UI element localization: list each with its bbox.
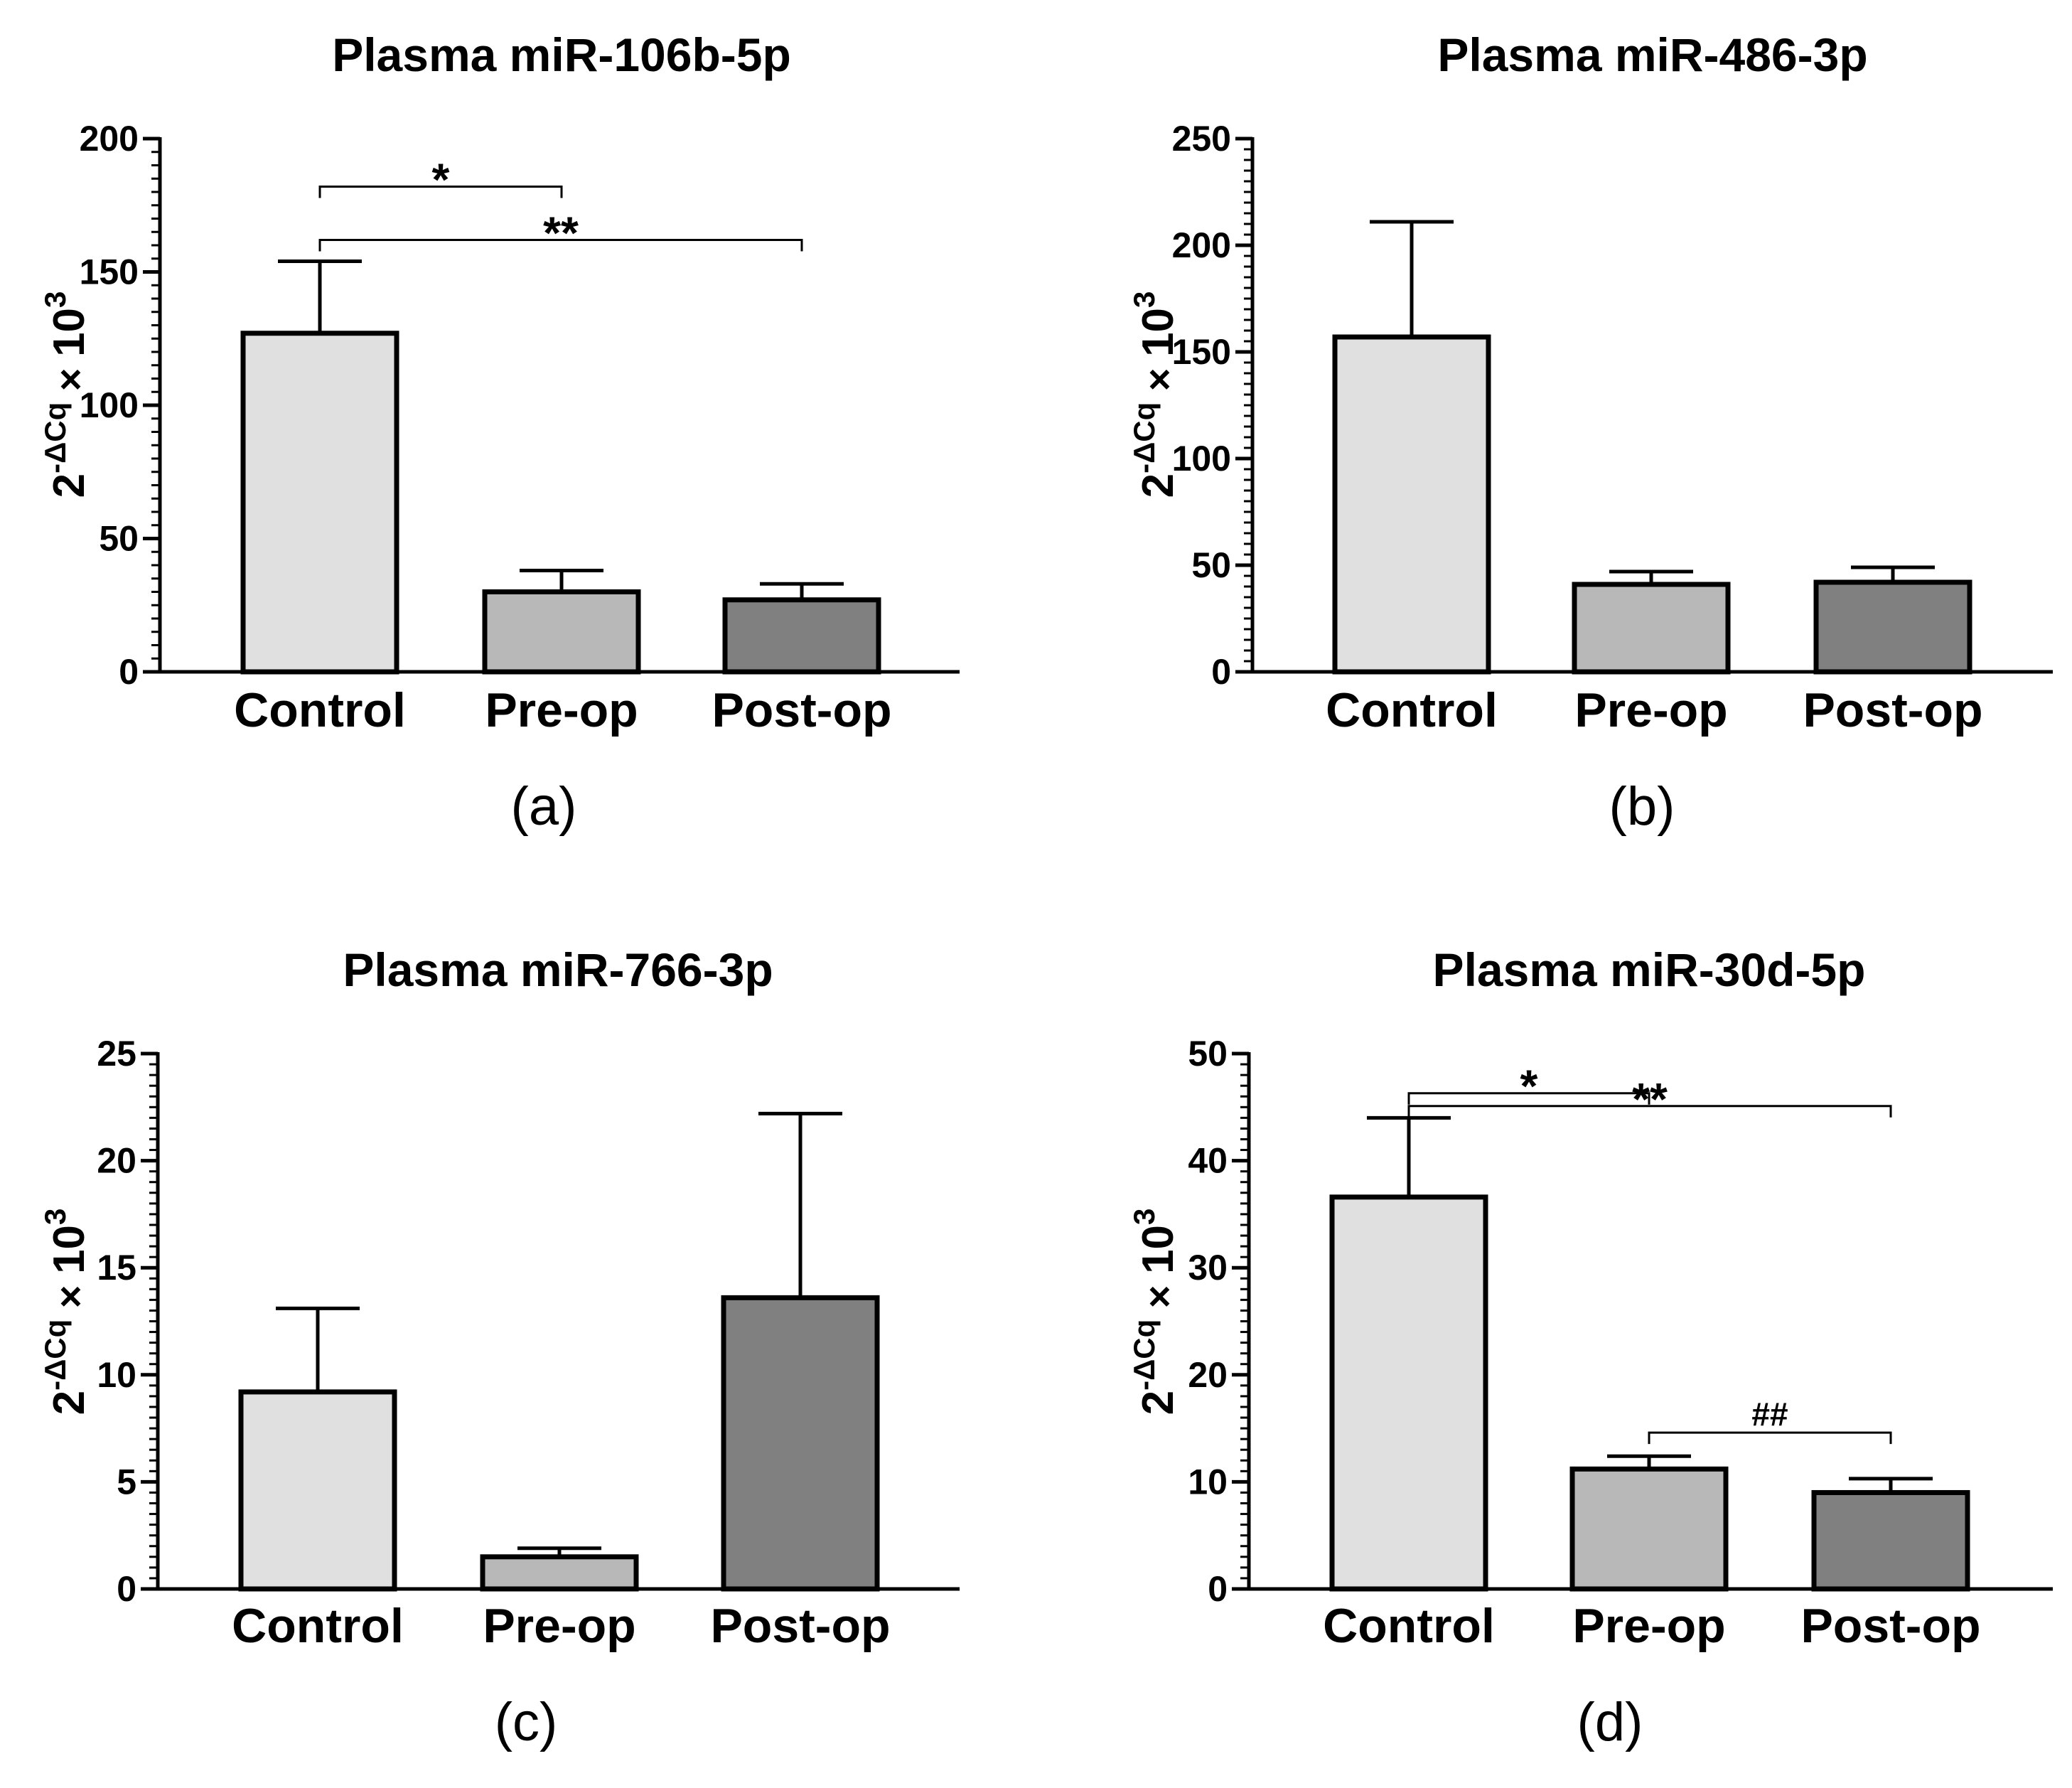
y-tick-label: 50 xyxy=(1191,545,1231,585)
bar-pre-op xyxy=(482,589,641,675)
panel-label: (a) xyxy=(511,776,577,837)
y-axis-label-sup: -ΔCq xyxy=(38,1319,72,1391)
y-axis-label-mult: 10 xyxy=(1134,308,1183,357)
y-axis-label-mult-sup: 3 xyxy=(1127,291,1161,308)
x-category-label: Post-op xyxy=(1800,1599,1980,1653)
chart-panel-1: Plasma miR-106b-5p (a) 0 50 100 150 200 2-ΔCq ×… xyxy=(38,28,960,837)
x-category-label: Pre-op xyxy=(485,683,638,737)
y-tick-label: 10 xyxy=(97,1355,136,1395)
x-category-label: Pre-op xyxy=(1572,1599,1725,1653)
y-axis-label-base: 2 xyxy=(45,473,94,498)
bar-control xyxy=(1329,1194,1488,1592)
bar-control xyxy=(240,331,399,675)
chart-title: Plasma miR-106b-5p xyxy=(332,28,791,81)
y-axis-label-base: 2 xyxy=(45,1391,94,1415)
y-tick-label: 0 xyxy=(1208,1569,1228,1609)
y-tick-label: 0 xyxy=(119,652,139,692)
chart-title: Plasma miR-486-3p xyxy=(1437,28,1867,81)
bar-pre-op xyxy=(1572,582,1731,675)
chart-panel-4: Plasma miR-30d-5p (d) 0 10 20 30 40 50 2-ΔCq × 1… xyxy=(1127,943,2053,1752)
significance-label: * xyxy=(1520,1061,1538,1112)
y-axis-label-mid: × xyxy=(48,357,92,402)
bar-control xyxy=(238,1389,397,1592)
significance-bracket xyxy=(1648,1431,1892,1445)
y-axis-label-mid: × xyxy=(1137,1274,1181,1319)
y-tick-label: 20 xyxy=(1188,1355,1228,1395)
significance-bracket xyxy=(318,239,803,252)
chart-title: Plasma miR-30d-5p xyxy=(1433,943,1866,996)
y-tick-label: 0 xyxy=(1211,652,1231,692)
y-axis-label-mult: 10 xyxy=(45,1225,94,1274)
significance-bracket xyxy=(1407,1105,1892,1118)
y-axis-label-mult-sup: 3 xyxy=(1127,1209,1161,1225)
bar-post-op xyxy=(1811,1489,1970,1592)
x-category-label: Pre-op xyxy=(483,1599,635,1653)
y-axis-label-mid: × xyxy=(48,1274,92,1319)
y-axis-label: 2-ΔCq × 103 xyxy=(1127,291,1183,498)
y-axis-label: 2-ΔCq × 103 xyxy=(38,291,94,498)
x-category-label: Control xyxy=(234,683,406,737)
significance-label: ## xyxy=(1751,1396,1788,1433)
y-axis-label-mid: × xyxy=(1137,357,1181,402)
panel-label: (b) xyxy=(1609,776,1675,837)
x-category-label: Control xyxy=(232,1599,404,1653)
y-axis-label-mult: 10 xyxy=(1134,1225,1183,1274)
significance-label: ** xyxy=(543,208,579,259)
x-category-label: Post-op xyxy=(712,683,891,737)
bar-pre-op xyxy=(1569,1466,1729,1592)
chart-title: Plasma miR-766-3p xyxy=(343,943,773,996)
y-tick-label: 100 xyxy=(80,385,139,425)
x-category-label: Post-op xyxy=(1803,683,1982,737)
y-tick-label: 25 xyxy=(97,1034,136,1074)
bar-post-op xyxy=(1813,579,1972,675)
bar-post-op xyxy=(721,1295,880,1592)
y-tick-label: 250 xyxy=(1172,119,1231,159)
significance-label: ** xyxy=(1632,1074,1668,1125)
y-axis-label-sup: -ΔCq xyxy=(1127,1319,1161,1391)
x-category-label: Control xyxy=(1323,1599,1495,1653)
y-tick-label: 150 xyxy=(80,252,139,292)
y-axis-label-sup: -ΔCq xyxy=(38,402,72,473)
y-axis-label-base: 2 xyxy=(1134,473,1183,498)
y-tick-label: 50 xyxy=(99,519,139,559)
x-category-label: Post-op xyxy=(710,1599,890,1653)
y-tick-label: 200 xyxy=(1172,225,1231,265)
y-axis-label-mult-sup: 3 xyxy=(38,291,72,308)
y-tick-label: 40 xyxy=(1188,1141,1228,1181)
y-axis-label-mult: 10 xyxy=(45,308,94,357)
y-axis-label: 2-ΔCq × 103 xyxy=(1127,1209,1183,1415)
x-category-label: Pre-op xyxy=(1574,683,1727,737)
y-tick-label: 0 xyxy=(117,1569,136,1609)
y-axis-label-mult-sup: 3 xyxy=(38,1209,72,1225)
y-axis-label-sup: -ΔCq xyxy=(1127,402,1161,473)
bar-pre-op xyxy=(480,1554,639,1592)
x-category-label: Control xyxy=(1326,683,1498,737)
y-tick-label: 15 xyxy=(97,1248,136,1288)
chart-panel-2: Plasma miR-486-3p (b) 0 50 100 150 200 250 2-ΔCq… xyxy=(1127,28,2053,837)
y-axis-label-base: 2 xyxy=(1134,1391,1183,1415)
significance-bracket xyxy=(318,186,563,198)
y-tick-label: 5 xyxy=(117,1462,136,1501)
y-tick-label: 50 xyxy=(1188,1034,1228,1074)
y-tick-label: 20 xyxy=(97,1141,136,1181)
y-axis-label: 2-ΔCq × 103 xyxy=(38,1209,94,1415)
y-tick-label: 10 xyxy=(1188,1462,1228,1501)
y-tick-label: 150 xyxy=(1172,332,1231,372)
bar-control xyxy=(1332,334,1491,675)
significance-label: * xyxy=(432,154,450,205)
y-tick-label: 100 xyxy=(1172,439,1231,478)
bar-post-op xyxy=(722,597,881,675)
panel-label: (c) xyxy=(495,1692,558,1752)
y-tick-label: 30 xyxy=(1188,1248,1228,1288)
panel-label: (d) xyxy=(1577,1692,1643,1752)
y-tick-label: 200 xyxy=(80,119,139,159)
significance-bracket xyxy=(1407,1092,1650,1105)
